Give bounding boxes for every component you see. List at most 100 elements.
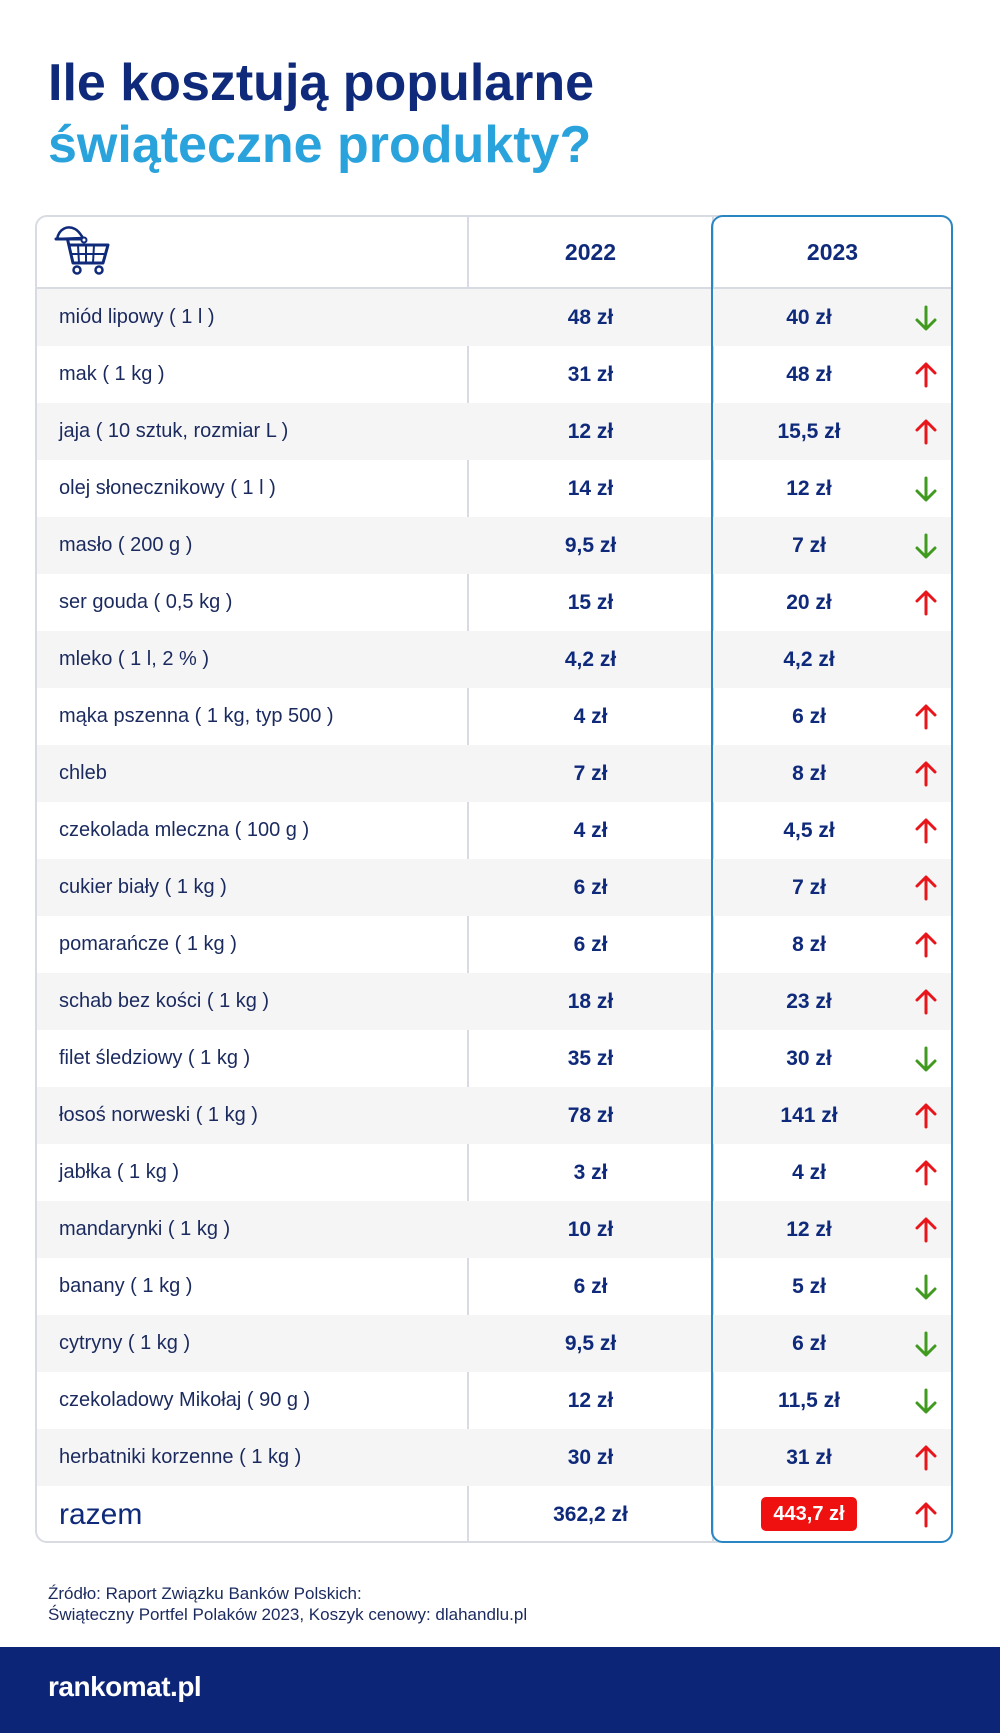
product-name: mandarynki ( 1 kg ) <box>59 1218 231 1240</box>
product-name: schab bez kości ( 1 kg ) <box>59 990 270 1012</box>
price-2023: 6 zł <box>792 705 826 728</box>
total-label: razem <box>59 1498 143 1531</box>
product-name: miód lipowy ( 1 l ) <box>59 306 215 328</box>
arrow-up-icon <box>915 1103 937 1129</box>
arrow-up-icon <box>915 590 937 616</box>
source-note: Źródło: Raport Związku Banków Polskich: … <box>48 1583 527 1625</box>
product-name: cytryny ( 1 kg ) <box>59 1332 191 1354</box>
price-2023: 40 zł <box>786 306 832 329</box>
price-2022: 3 zł <box>573 1161 608 1184</box>
price-2022: 12 zł <box>567 420 614 443</box>
product-name: banany ( 1 kg ) <box>59 1275 193 1297</box>
price-2023: 11,5 zł <box>778 1389 840 1412</box>
price-2022: 7 zł <box>573 762 608 785</box>
product-name: masło ( 200 g ) <box>59 534 193 556</box>
product-name: mak ( 1 kg ) <box>59 363 165 385</box>
arrow-down-icon <box>915 305 937 331</box>
price-2022: 48 zł <box>567 306 614 329</box>
product-name: łosoś norweski ( 1 kg ) <box>59 1104 258 1126</box>
table-row: masło ( 200 g ) 9,5 zł 7 zł <box>37 517 951 574</box>
table-row: czekolada mleczna ( 100 g ) 4 zł 4,5 zł <box>37 802 951 859</box>
arrow-up-icon <box>915 704 937 730</box>
table-row: łosoś norweski ( 1 kg ) 78 zł 141 zł <box>37 1087 951 1144</box>
table-row: cukier biały ( 1 kg ) 6 zł 7 zł <box>37 859 951 916</box>
arrow-down-icon <box>915 1331 937 1357</box>
table-row: czekoladowy Mikołaj ( 90 g ) 12 zł 11,5 zł <box>37 1372 951 1429</box>
arrow-up-icon <box>915 1160 937 1186</box>
table-row: schab bez kości ( 1 kg ) 18 zł 23 zł <box>37 973 951 1030</box>
arrow-up-icon <box>915 932 937 958</box>
price-2022: 35 zł <box>567 1047 614 1070</box>
source-line-2: Świąteczny Portfel Polaków 2023, Koszyk … <box>48 1605 528 1624</box>
price-2023: 31 zł <box>786 1446 832 1469</box>
arrow-up-icon <box>915 1502 937 1528</box>
price-2022: 15 zł <box>567 591 614 614</box>
product-name: jaja ( 10 sztuk, rozmiar L ) <box>59 420 289 442</box>
total-row: razem 362,2 zł 443,7 zł <box>37 1486 951 1541</box>
price-2022: 6 zł <box>573 1275 608 1298</box>
price-2022: 14 zł <box>567 477 614 500</box>
arrow-down-icon <box>915 533 937 559</box>
price-2022: 10 zł <box>567 1218 614 1241</box>
price-2023: 7 zł <box>792 534 826 557</box>
price-2023: 5 zł <box>792 1275 826 1298</box>
arrow-up-icon <box>915 818 937 844</box>
arrow-up-icon <box>915 875 937 901</box>
total-2022: 362,2 zł <box>553 1503 628 1526</box>
price-2023: 7 zł <box>792 876 826 899</box>
price-2023: 12 zł <box>786 1218 832 1241</box>
price-2022: 4 zł <box>573 819 608 842</box>
price-2023: 30 zł <box>786 1047 832 1070</box>
product-name: olej słonecznikowy ( 1 l ) <box>59 477 276 499</box>
price-table: 2022 2023 miód lipowy ( 1 l ) 48 zł 40 zł m… <box>35 215 953 1543</box>
price-2023: 141 zł <box>780 1104 838 1127</box>
table-row: filet śledziowy ( 1 kg ) 35 zł 30 zł <box>37 1030 951 1087</box>
table-row: mak ( 1 kg ) 31 zł 48 zł <box>37 346 951 403</box>
title-line-2: świąteczne produkty? <box>48 116 592 174</box>
price-2022: 31 zł <box>567 363 614 386</box>
table-row: miód lipowy ( 1 l ) 48 zł 40 zł <box>37 289 951 346</box>
product-name: pomarańcze ( 1 kg ) <box>59 933 237 955</box>
price-2022: 6 zł <box>573 876 608 899</box>
price-2022: 4,2 zł <box>564 648 617 671</box>
total-2023-badge: 443,7 zł <box>761 1497 857 1531</box>
title-line-1: Ile kosztują popularne <box>48 54 595 112</box>
arrow-down-icon <box>915 1046 937 1072</box>
arrow-up-icon <box>915 761 937 787</box>
product-name: cukier biały ( 1 kg ) <box>59 876 227 898</box>
product-name: chleb <box>59 762 107 784</box>
price-2023: 8 zł <box>792 933 826 956</box>
total-2023-cell: 443,7 zł <box>714 1486 904 1541</box>
rankomat-logo: rankomat.pl <box>48 1671 202 1702</box>
price-2022: 9,5 zł <box>564 1332 617 1355</box>
table-row: jabłka ( 1 kg ) 3 zł 4 zł <box>37 1144 951 1201</box>
arrow-down-icon <box>915 1388 937 1414</box>
price-2022: 9,5 zł <box>564 534 617 557</box>
price-2023: 15,5 zł <box>777 420 841 443</box>
price-2023: 4,5 zł <box>783 819 835 842</box>
arrow-down-icon <box>915 1274 937 1300</box>
product-name: mleko ( 1 l, 2 % ) <box>59 648 210 670</box>
product-name: mąka pszenna ( 1 kg, typ 500 ) <box>59 705 334 727</box>
table-row: mandarynki ( 1 kg ) 10 zł 12 zł <box>37 1201 951 1258</box>
price-2023: 8 zł <box>792 762 826 785</box>
price-2022: 12 zł <box>567 1389 614 1412</box>
table-row: ser gouda ( 0,5 kg ) 15 zł 20 zł <box>37 574 951 631</box>
table-row: cytryny ( 1 kg ) 9,5 zł 6 zł <box>37 1315 951 1372</box>
price-2022: 18 zł <box>567 990 614 1013</box>
price-2023: 4,2 zł <box>783 648 835 671</box>
shopping-cart-santa-hat-icon <box>54 226 110 275</box>
arrow-up-icon <box>915 419 937 445</box>
column-header-2022: 2022 <box>564 238 617 265</box>
source-line-1: Źródło: Raport Związku Banków Polskich: <box>48 1584 362 1603</box>
product-name: ser gouda ( 0,5 kg ) <box>59 591 233 613</box>
arrow-up-icon <box>915 362 937 388</box>
table-row: olej słonecznikowy ( 1 l ) 14 zł 12 zł <box>37 460 951 517</box>
price-2022: 78 zł <box>567 1104 614 1127</box>
column-header-2023: 2023 <box>806 238 859 265</box>
arrow-up-icon <box>915 989 937 1015</box>
price-2022: 4 zł <box>573 705 608 728</box>
table-row: jaja ( 10 sztuk, rozmiar L ) 12 zł 15,5 zł <box>37 403 951 460</box>
page-title: Ile kosztują popularne świąteczne produk… <box>48 52 594 176</box>
price-2023: 23 zł <box>786 990 832 1013</box>
